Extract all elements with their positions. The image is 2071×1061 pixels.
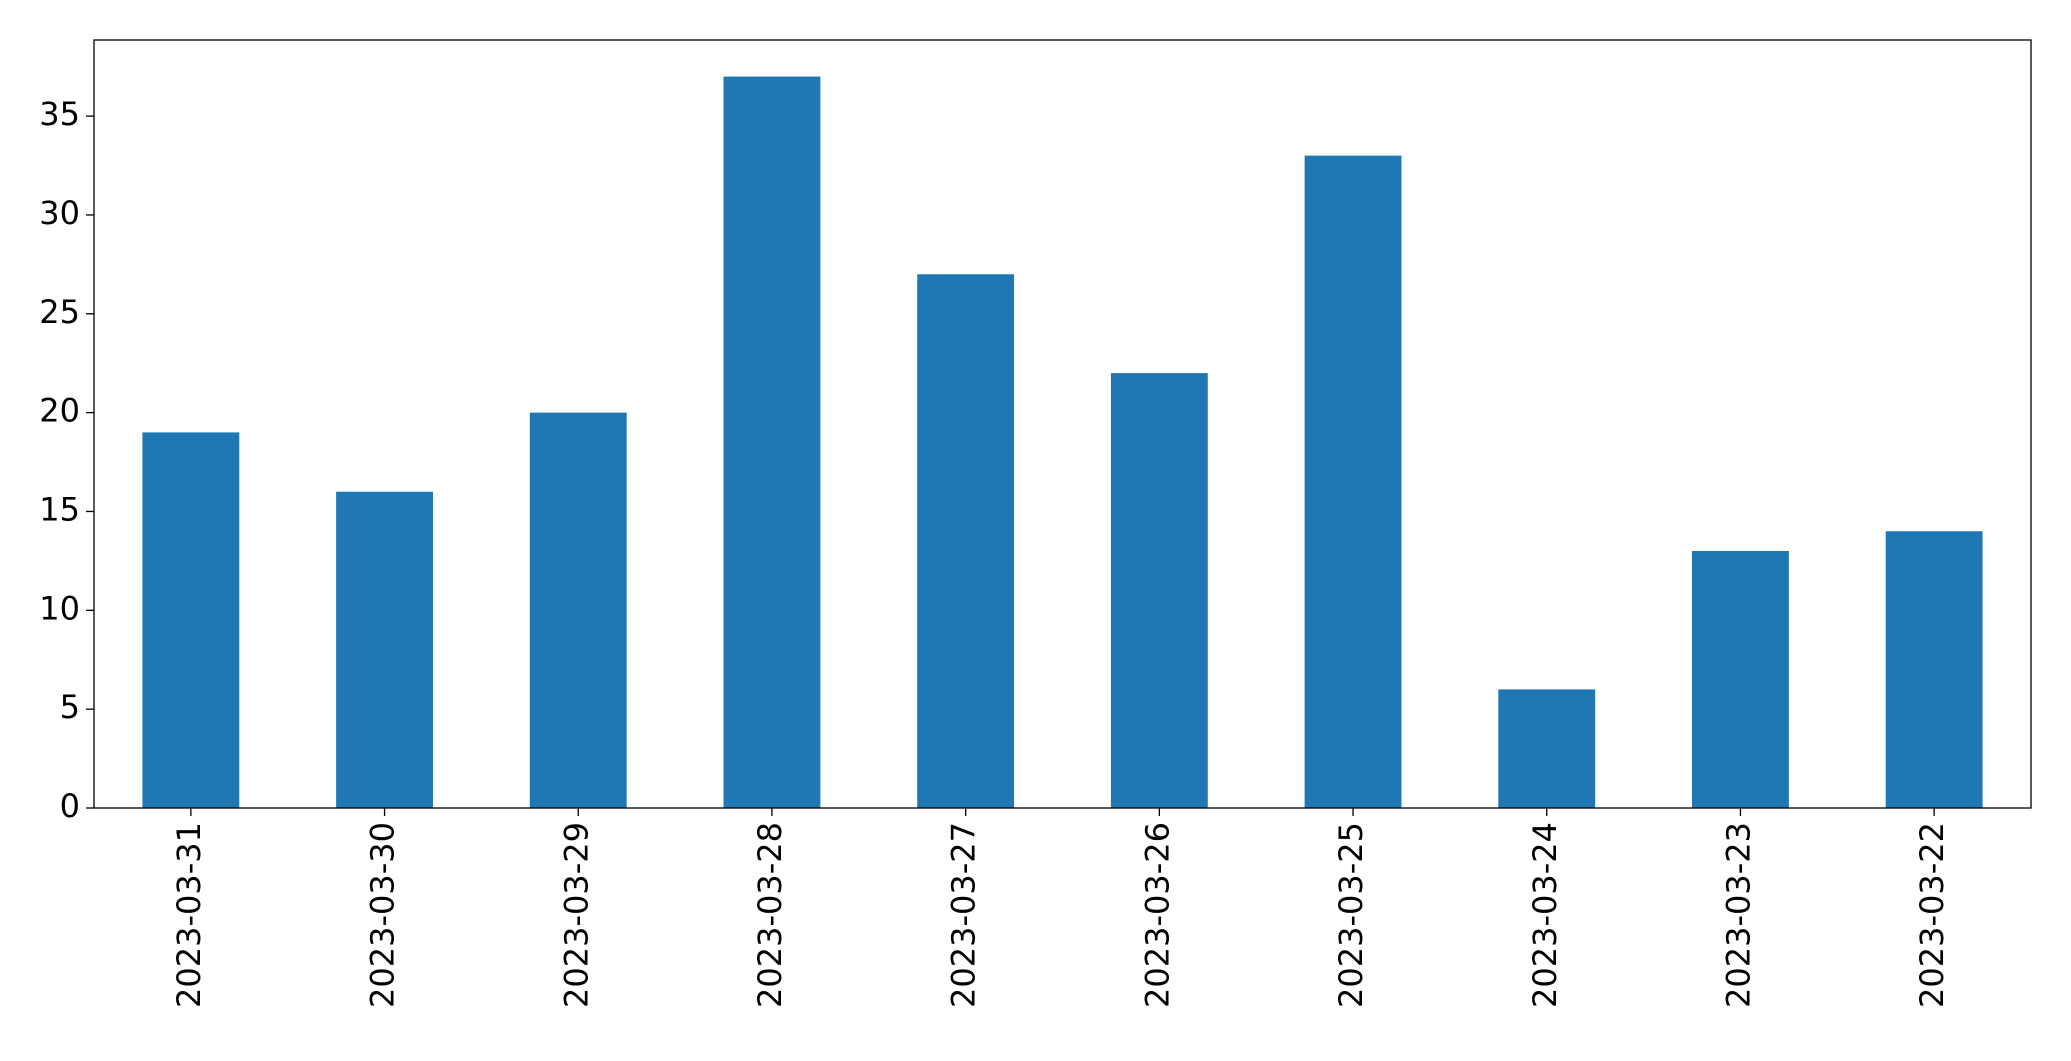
bar bbox=[1304, 155, 1402, 809]
y-tick-label: 30 bbox=[39, 194, 80, 232]
bar bbox=[723, 76, 821, 809]
x-tick-label: 2023-03-23 bbox=[1719, 822, 1757, 1008]
y-tick-label: 20 bbox=[39, 392, 80, 430]
bar bbox=[142, 432, 240, 808]
bar bbox=[917, 274, 1015, 808]
bar bbox=[336, 491, 433, 808]
bar bbox=[1692, 551, 1789, 808]
y-tick-label: 5 bbox=[60, 688, 80, 726]
y-tick-label: 35 bbox=[39, 95, 80, 133]
y-tick-label: 15 bbox=[39, 490, 80, 528]
x-tick-label: 2023-03-30 bbox=[364, 822, 402, 1008]
x-tick-label: 2023-03-31 bbox=[170, 822, 208, 1008]
y-tick-label: 25 bbox=[39, 293, 80, 331]
x-tick-label: 2023-03-28 bbox=[751, 822, 789, 1008]
y-tick-label: 0 bbox=[60, 787, 80, 825]
x-tick-label: 2023-03-25 bbox=[1332, 822, 1370, 1008]
x-tick-label: 2023-03-29 bbox=[557, 822, 595, 1008]
bar bbox=[529, 412, 627, 808]
bar bbox=[1110, 373, 1208, 808]
x-tick-label: 2023-03-24 bbox=[1526, 822, 1564, 1008]
x-tick-label: 2023-03-26 bbox=[1138, 822, 1176, 1008]
y-tick-label: 10 bbox=[39, 589, 80, 627]
plot-frame bbox=[93, 39, 2032, 809]
x-tick-label: 2023-03-22 bbox=[1913, 822, 1951, 1008]
x-tick-label: 2023-03-27 bbox=[945, 822, 983, 1008]
bar bbox=[1885, 531, 1983, 808]
bar bbox=[1498, 689, 1596, 808]
